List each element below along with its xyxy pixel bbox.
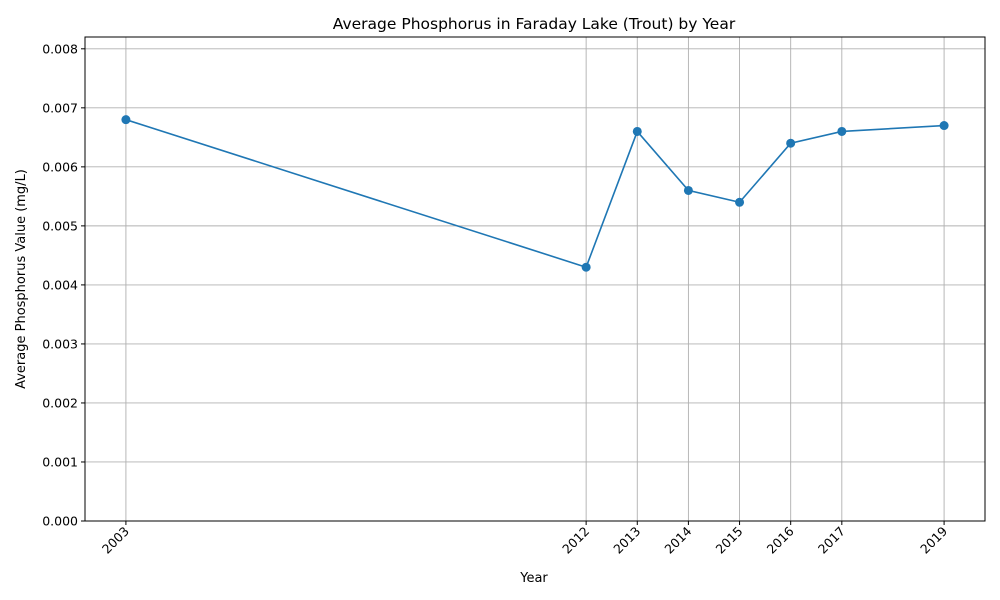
y-tick-label: 0.001 bbox=[42, 454, 78, 469]
data-point bbox=[632, 126, 642, 136]
x-tick-label: 2019 bbox=[917, 523, 950, 556]
x-tick-label: 2013 bbox=[610, 524, 643, 557]
y-tick-label: 0.007 bbox=[42, 100, 78, 115]
x-axis-ticks: 2003 2012 2013 2014 2015 2016 2017 2019 bbox=[99, 521, 950, 557]
x-tick-label: 2017 bbox=[815, 524, 848, 557]
data-point bbox=[683, 185, 693, 195]
x-tick-label: 2016 bbox=[764, 523, 797, 556]
y-axis-label: Average Phosphorus Value (mg/L) bbox=[14, 169, 29, 389]
y-tick-label: 0.003 bbox=[42, 336, 78, 351]
grid-lines bbox=[85, 37, 985, 522]
data-point bbox=[581, 262, 591, 272]
data-point bbox=[939, 121, 949, 131]
data-point bbox=[735, 197, 745, 207]
x-axis-label: Year bbox=[519, 571, 548, 586]
data-point bbox=[786, 138, 796, 148]
y-tick-label: 0.004 bbox=[42, 277, 78, 292]
plot-frame bbox=[84, 36, 986, 522]
y-tick-label: 0.002 bbox=[42, 395, 78, 410]
x-tick-label: 2015 bbox=[713, 524, 746, 557]
y-tick-label: 0.008 bbox=[42, 41, 78, 56]
chart-title: Average Phosphorus in Faraday Lake (Trou… bbox=[333, 15, 736, 33]
data-point bbox=[837, 126, 847, 136]
series-line bbox=[125, 118, 945, 269]
y-tick-label: 0.006 bbox=[42, 159, 78, 174]
data-point bbox=[121, 115, 131, 125]
y-tick-label: 0.005 bbox=[42, 218, 78, 233]
x-tick-label: 2003 bbox=[99, 524, 132, 557]
data-series bbox=[121, 115, 949, 272]
y-tick-label: 0.000 bbox=[42, 514, 78, 529]
x-tick-label: 2014 bbox=[661, 523, 694, 556]
x-tick-label: 2012 bbox=[559, 524, 592, 557]
y-axis-ticks: 0.000 0.001 0.002 0.003 0.004 0.005 0.006 0.007… bbox=[42, 41, 85, 529]
